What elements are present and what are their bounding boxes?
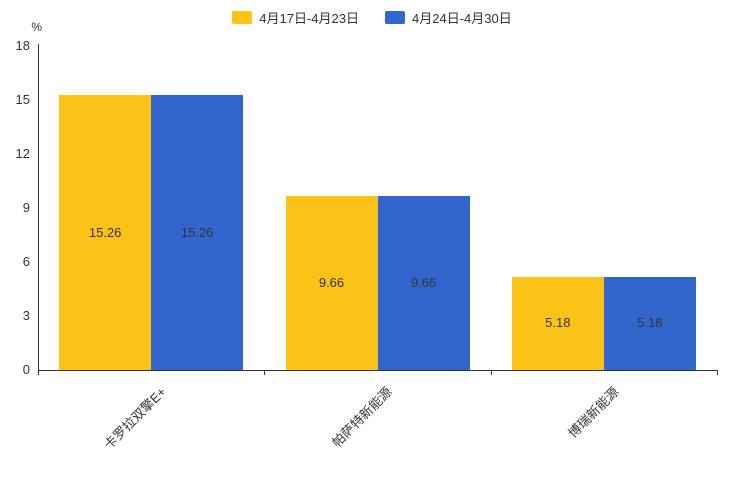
bar-4月17日-4月23日-博瑞新能源 — [511, 276, 604, 370]
x-axis-tick-mark — [490, 370, 492, 375]
bar-value-label: 9.66 — [318, 275, 345, 291]
bar-value-label: 5.18 — [545, 315, 571, 331]
y-tick-label: 12 — [15, 146, 30, 161]
bar-value-label: 5.18 — [637, 315, 663, 331]
bar-4月24日-4月30日-博瑞新能源 — [603, 276, 696, 370]
y-tick-label: 0 — [22, 362, 30, 377]
y-tick-label: 9 — [22, 200, 30, 215]
legend-label: 4月24日-4月30日 — [412, 11, 512, 26]
legend-item-series-0[interactable]: 4月17日-4月23日 — [232, 8, 359, 27]
x-axis-tick-mark — [717, 370, 718, 375]
x-axis-tick-mark — [264, 370, 266, 375]
bar-value-label: 15.26 — [88, 224, 122, 240]
legend-label: 4月17日-4月23日 — [259, 11, 359, 26]
y-axis-line — [38, 44, 39, 371]
y-tick-label: 3 — [22, 308, 30, 323]
bar-4月24日-4月30日-卡罗拉双擎E+ — [151, 95, 244, 370]
x-axis-tick-mark — [38, 370, 39, 375]
bar-4月17日-4月23日-卡罗拉双擎E+ — [59, 95, 152, 370]
legend-swatch-icon — [385, 11, 405, 24]
bar-value-label: 9.66 — [410, 275, 437, 291]
legend-swatch-icon — [232, 11, 253, 24]
x-category-label: 帕萨特新能源 — [329, 384, 396, 450]
y-tick-label: 6 — [22, 254, 30, 269]
bar-value-label: 15.26 — [180, 224, 214, 240]
bar-4月17日-4月23日-帕萨特新能源 — [285, 196, 378, 370]
y-tick-label: 15 — [15, 92, 30, 107]
legend: 4月17日-4月23日 4月24日-4月30日 — [0, 8, 744, 27]
x-category-label: 卡罗拉双擎E+ — [100, 384, 169, 453]
x-axis-line — [38, 370, 718, 371]
bar-4月24日-4月30日-帕萨特新能源 — [377, 196, 470, 370]
x-category-label: 博瑞新能源 — [564, 384, 622, 441]
legend-item-series-1[interactable]: 4月24日-4月30日 — [385, 8, 512, 27]
y-axis-unit-label: % — [31, 20, 42, 34]
y-tick-label: 18 — [15, 38, 30, 53]
